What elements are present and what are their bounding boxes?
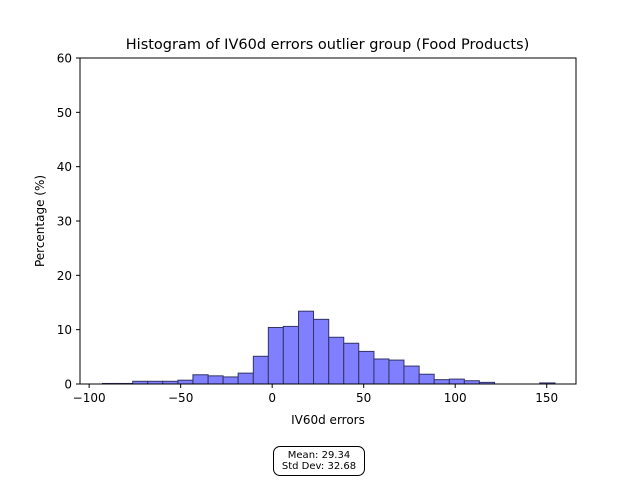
- histogram-bar: [237, 372, 254, 385]
- x-tick-label: 100: [444, 391, 467, 405]
- histogram-bar: [222, 376, 239, 385]
- histogram-bar: [403, 365, 420, 385]
- histogram-bar: [207, 375, 224, 385]
- histogram-bar: [177, 379, 194, 385]
- y-tick-label: 20: [57, 269, 72, 283]
- x-tick-label: −50: [168, 391, 193, 405]
- x-axis-label: IV60d errors: [291, 413, 365, 427]
- histogram-bar: [298, 310, 315, 385]
- y-axis-label: Percentage (%): [33, 175, 47, 267]
- histogram-bar: [328, 336, 345, 385]
- stats-annotation-box: Mean: 29.34 Std Dev: 32.68: [273, 446, 365, 476]
- mean-stat: Mean: 29.34: [287, 450, 351, 461]
- y-tick-label: 30: [57, 215, 72, 229]
- histogram-bar: [192, 374, 209, 385]
- histogram-bar: [343, 342, 360, 385]
- histogram-bar: [267, 326, 284, 385]
- y-tick-label: 60: [57, 52, 72, 66]
- histogram-bar: [388, 359, 405, 385]
- histogram-bar: [358, 350, 375, 385]
- x-tick-label: 50: [356, 391, 371, 405]
- histogram-bar: [448, 378, 465, 385]
- y-tick-label: 40: [57, 160, 72, 174]
- histogram-bar: [373, 358, 390, 385]
- histogram-bar: [282, 325, 300, 385]
- x-tick-label: 150: [535, 391, 558, 405]
- plot-frame: [79, 57, 577, 385]
- std-dev-stat: Std Dev: 32.68: [281, 461, 357, 472]
- x-tick-label: −100: [73, 391, 106, 405]
- histogram-bar: [313, 318, 330, 385]
- chart-title: Histogram of IV60d errors outlier group …: [126, 37, 529, 53]
- histogram-bar: [418, 373, 435, 385]
- histogram-bar: [252, 355, 269, 385]
- y-tick-label: 0: [64, 378, 72, 392]
- histogram-bar: [433, 379, 450, 385]
- y-tick-label: 10: [57, 323, 72, 337]
- x-tick-label: 0: [268, 391, 276, 405]
- y-tick-label: 50: [57, 106, 72, 120]
